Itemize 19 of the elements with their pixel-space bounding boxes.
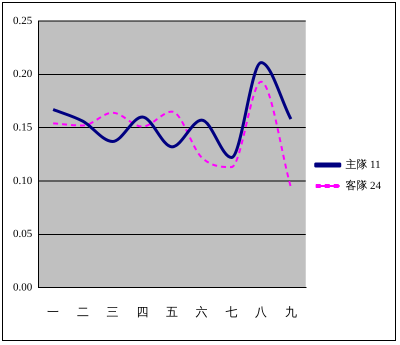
line-series bbox=[52, 80, 292, 188]
y-tick-label: 0.25 bbox=[13, 14, 33, 27]
x-tick-label: 七 bbox=[225, 304, 238, 319]
x-tick-label: 八 bbox=[255, 304, 268, 319]
x-tick-label: 二 bbox=[76, 304, 89, 319]
x-tick-label: 五 bbox=[166, 304, 178, 319]
y-tick-label: 0.10 bbox=[13, 174, 33, 187]
x-tick-label: 四 bbox=[136, 304, 148, 319]
legend-label: 客隊 24 bbox=[345, 178, 382, 192]
x-tick-label: 一 bbox=[47, 304, 60, 319]
x-tick-label: 六 bbox=[196, 304, 208, 319]
y-tick-label: 0.00 bbox=[13, 281, 33, 294]
x-tick-label: 九 bbox=[284, 304, 297, 319]
y-tick-label: 0.15 bbox=[13, 122, 33, 134]
y-tick-label: 0.20 bbox=[13, 68, 33, 80]
y-tick-label: 0.05 bbox=[13, 228, 33, 240]
legend-label: 主隊 11 bbox=[345, 158, 381, 171]
x-tick-label: 三 bbox=[106, 304, 119, 319]
line-series bbox=[52, 61, 292, 159]
